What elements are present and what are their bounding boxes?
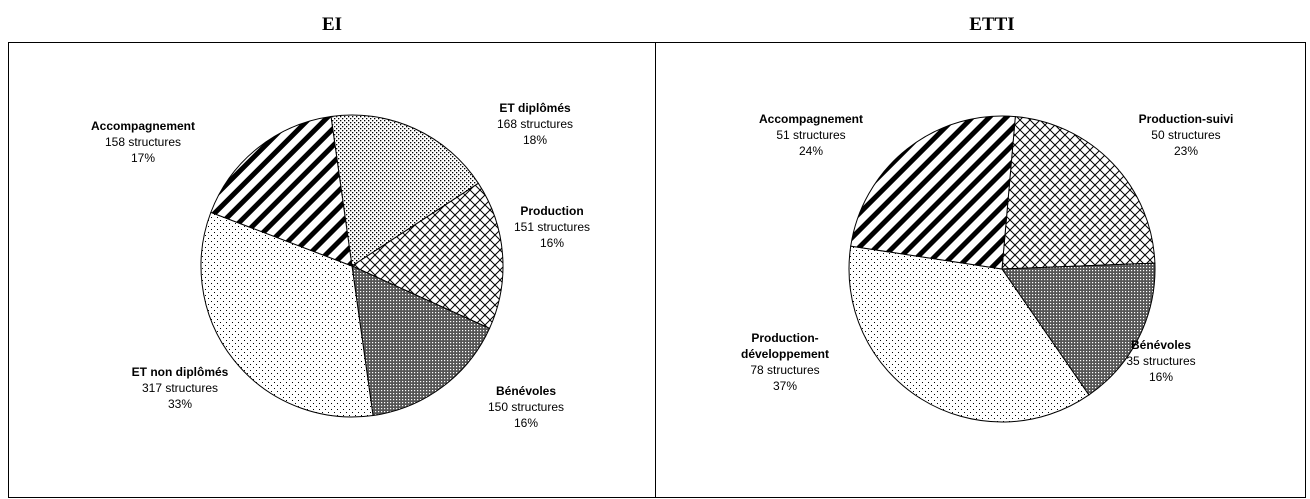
pie-slice — [351, 265, 491, 417]
value-label: 16% — [539, 236, 565, 250]
count-label: 51 structures — [776, 128, 846, 142]
count-label: 158 structures — [104, 135, 182, 149]
pie-slice — [850, 115, 1016, 270]
category-label: Bénévoles — [495, 384, 557, 398]
value-label: 37% — [772, 379, 798, 393]
count-label: 317 structures — [141, 381, 219, 395]
category-label: ET diplômés — [499, 101, 571, 115]
category-label: Production — [520, 204, 584, 218]
value-label: 18% — [522, 133, 548, 147]
slice-label: Bénévoles 35 structures 16% — [1126, 337, 1195, 385]
count-label: 50 structures — [1151, 128, 1221, 142]
value-label: 33% — [167, 397, 193, 411]
pie-slice — [210, 115, 353, 267]
slice-label: Production- développement 78 structures 37… — [741, 330, 829, 394]
slice-label: Production 151 structures 16% — [514, 203, 590, 251]
value-label: 16% — [1148, 370, 1174, 384]
value-label: 24% — [798, 144, 824, 158]
slice-label: Accompagnement 51 structures 24% — [759, 111, 863, 159]
slice-label: ET diplômés 168 structures 18% — [497, 100, 573, 148]
chart-title: EI — [321, 14, 343, 35]
pie-slice — [848, 245, 1090, 423]
count-label: 151 structures — [513, 220, 591, 234]
slice-label: Bénévoles 150 structures 16% — [488, 383, 564, 431]
chart-title: ETTI — [969, 14, 1015, 35]
category-label: Production-suivi — [1138, 112, 1234, 126]
pie-slice — [330, 114, 480, 267]
category-label: ET non diplômés — [131, 365, 229, 379]
pie-slice — [1001, 116, 1156, 270]
category-label: Bénévoles — [1130, 338, 1192, 352]
slice-label: ET non diplômés 317 structures 33% — [132, 364, 229, 412]
category-label: Accompagnement — [758, 112, 864, 126]
category-label: Production- développement — [740, 331, 830, 361]
pie-slice — [350, 182, 504, 330]
count-label: 168 structures — [496, 117, 574, 131]
slice-label: Production-suivi 50 structures 23% — [1139, 111, 1234, 159]
value-label: 23% — [1173, 144, 1199, 158]
value-label: 16% — [513, 416, 539, 430]
slice-label: Accompagnement 158 structures 17% — [91, 118, 195, 166]
count-label: 35 structures — [1126, 354, 1196, 368]
count-label: 78 structures — [750, 363, 820, 377]
count-label: 150 structures — [487, 400, 565, 414]
panel — [655, 42, 1306, 498]
pie-slice — [1001, 262, 1156, 396]
pie-slice — [200, 211, 374, 418]
category-label: Accompagnement — [90, 119, 196, 133]
value-label: 17% — [130, 151, 156, 165]
